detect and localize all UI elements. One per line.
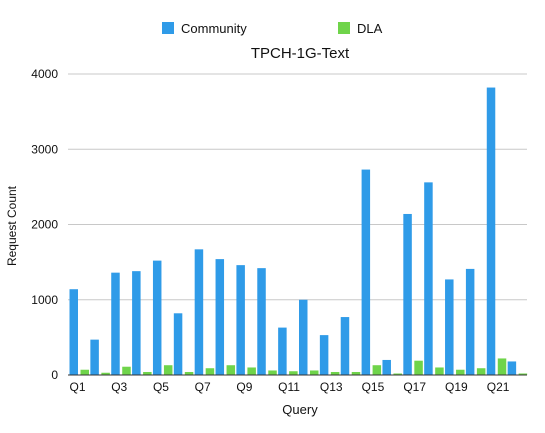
bar-community-q14 — [340, 317, 350, 375]
x-tick-label: Q3 — [111, 380, 127, 394]
legend-label-dla: DLA — [357, 21, 383, 36]
bar-dla-q20 — [476, 368, 486, 375]
x-tick-label: Q15 — [362, 380, 385, 394]
bar-dla-q3 — [122, 366, 131, 375]
x-tick-label: Q21 — [487, 380, 510, 394]
legend-swatch-dla — [338, 22, 350, 34]
x-tick-label: Q9 — [236, 380, 252, 394]
bar-community-q11 — [278, 327, 287, 375]
bar-dla-q22 — [518, 373, 528, 375]
y-axis-label: Request Count — [5, 185, 19, 266]
bars — [69, 87, 528, 376]
x-tick-label: Q19 — [445, 380, 468, 394]
x-tick-label: Q13 — [320, 380, 343, 394]
bar-community-q18 — [424, 182, 433, 375]
gridlines — [68, 73, 527, 301]
x-tick-label: Q11 — [278, 380, 300, 394]
legend-label-community: Community — [181, 21, 247, 36]
bar-dla-q2 — [101, 372, 110, 375]
bar-dla-q12 — [310, 370, 319, 375]
x-axis-ticks: Q1 Q3 Q5 Q7 Q9 Q11 Q13 Q15 Q17 Q19 Q21 — [70, 380, 510, 394]
bar-dla-q8 — [226, 365, 236, 375]
bar-community-q15 — [361, 169, 371, 375]
bar-dla-q10 — [268, 370, 277, 375]
bar-dla-q17 — [414, 360, 423, 375]
bar-community-q16 — [382, 359, 391, 375]
x-axis-label: Query — [282, 402, 318, 417]
bar-dla-q6 — [184, 371, 194, 375]
bar-community-q10 — [257, 268, 266, 375]
bar-dla-q11 — [289, 371, 298, 375]
y-tick-label: 3000 — [31, 142, 58, 156]
y-tick-label: 4000 — [31, 67, 58, 81]
x-tick-label: Q1 — [70, 380, 86, 394]
y-axis-ticks: 0 1000 2000 3000 4000 — [31, 67, 58, 382]
bar-dla-q15 — [372, 365, 382, 375]
bar-community-q8 — [215, 259, 225, 375]
legend: Community DLA — [162, 21, 383, 36]
legend-swatch-community — [162, 22, 174, 34]
bar-community-q5 — [152, 260, 162, 375]
bar-community-q21 — [486, 87, 496, 376]
bar-dla-q16 — [393, 373, 402, 375]
bar-community-q20 — [465, 268, 475, 375]
y-tick-label: 1000 — [31, 293, 58, 307]
bar-community-q9 — [236, 265, 245, 375]
bar-community-q4 — [132, 271, 141, 375]
y-tick-label: 0 — [51, 368, 58, 382]
bar-community-q6 — [173, 313, 183, 375]
bar-dla-q4 — [143, 371, 152, 375]
bar-dla-q5 — [163, 365, 173, 375]
chart-title: TPCH-1G-Text — [251, 45, 350, 62]
bar-dla-q21 — [497, 358, 507, 375]
x-tick-label: Q17 — [403, 380, 426, 394]
bar-community-q17 — [403, 213, 412, 375]
bar-dla-q9 — [247, 367, 256, 375]
bar-community-q3 — [111, 272, 120, 375]
x-tick-label: Q5 — [153, 380, 169, 394]
bar-dla-q19 — [456, 369, 465, 375]
bar-community-q12 — [299, 299, 308, 375]
bar-dla-q14 — [351, 371, 361, 375]
bar-community-q1 — [69, 289, 78, 375]
bar-community-q2 — [90, 339, 99, 375]
bar-community-q19 — [445, 279, 454, 375]
bar-dla-q1 — [80, 369, 89, 375]
bar-dla-q18 — [435, 367, 444, 375]
bar-dla-q7 — [205, 368, 215, 375]
y-tick-label: 2000 — [31, 218, 58, 232]
bar-dla-q13 — [330, 371, 340, 375]
bar-community-q22 — [507, 361, 517, 375]
x-tick-label: Q7 — [195, 380, 211, 394]
bar-community-q7 — [194, 249, 204, 375]
bar-community-q13 — [319, 335, 329, 375]
